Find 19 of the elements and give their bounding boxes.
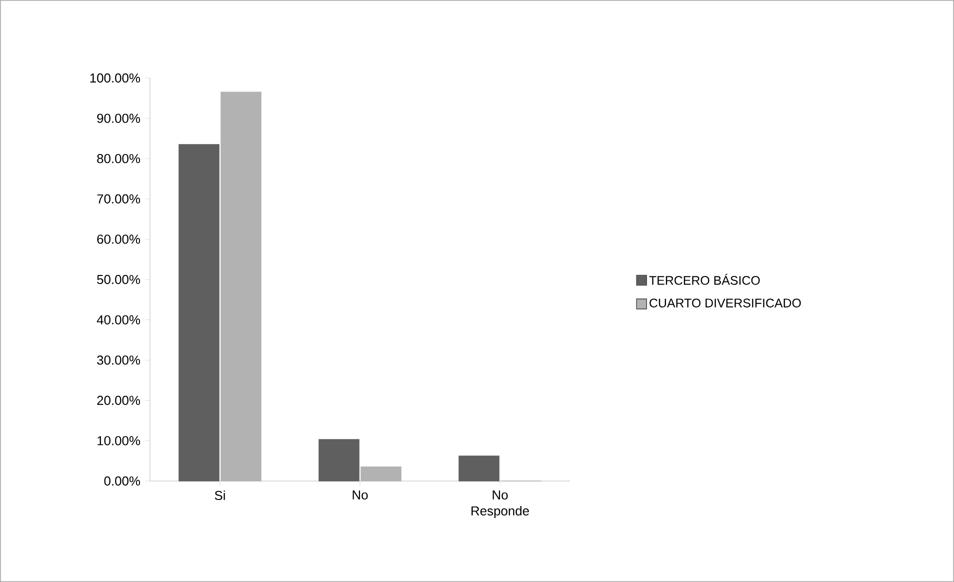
y-tick-label: 50.00% <box>97 274 140 284</box>
y-tick-label: 40.00% <box>96 315 140 324</box>
bar <box>178 144 220 482</box>
y-tick-label: 90.00% <box>97 114 140 123</box>
bar <box>318 439 360 482</box>
x-tick-label: Si <box>214 490 225 500</box>
legend-label: CUARTO DIVERSIFICADO <box>650 298 801 308</box>
y-tick-label: 0.00% <box>104 476 140 486</box>
x-tick-label: No Responde <box>472 490 529 518</box>
y-tick-label: 80.00% <box>97 154 140 164</box>
y-tick-label: 100.00% <box>90 73 140 83</box>
legend-label: TERCERO BÁSICO <box>649 274 760 285</box>
y-tick-label: 60.00% <box>97 234 140 244</box>
x-tick-label: No <box>352 490 368 500</box>
y-tick-label: 10.00% <box>98 436 140 446</box>
bar <box>458 456 500 482</box>
y-tick-label: 70.00% <box>97 194 140 204</box>
y-tick-label: 30.00% <box>97 356 140 365</box>
y-tick-label: 20.00% <box>97 396 140 405</box>
